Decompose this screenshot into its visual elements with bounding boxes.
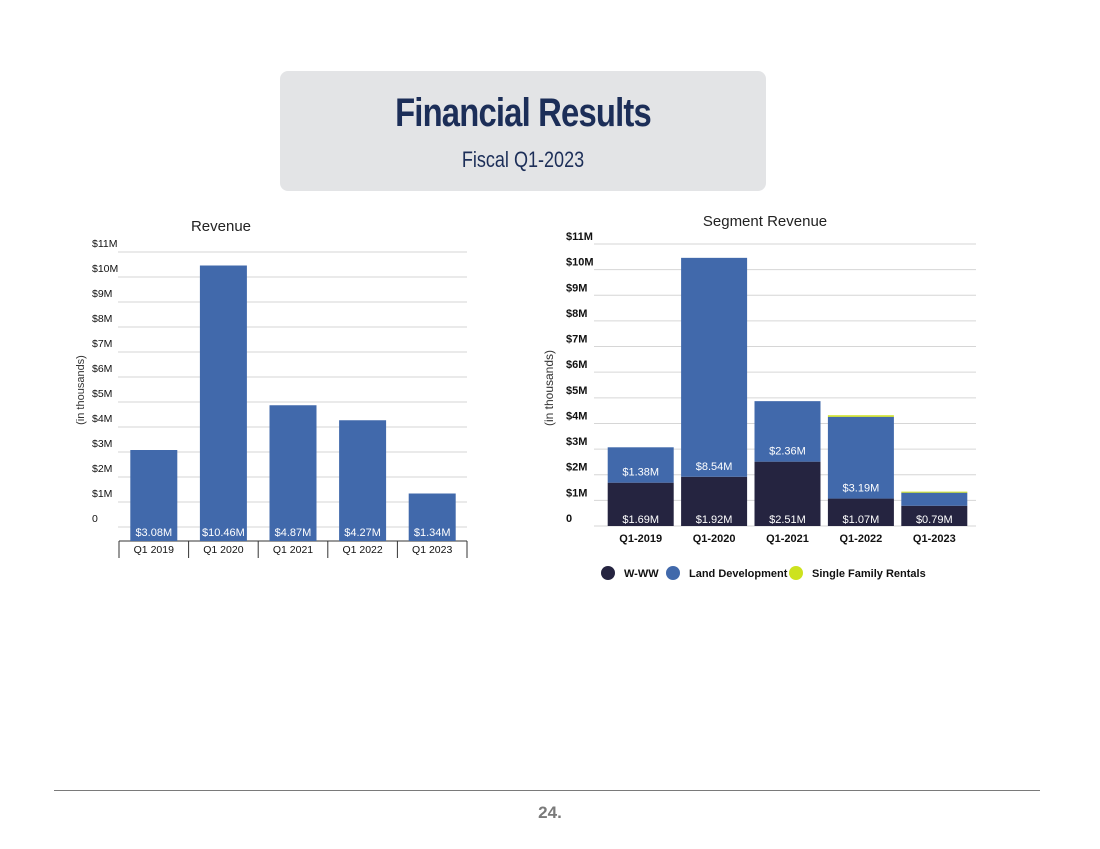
revenue-y-axis-label: (in thousands): [75, 355, 87, 425]
revenue-x-tick-label: Q1 2021: [273, 544, 313, 556]
segment-x-tick-label: Q1-2019: [619, 533, 662, 545]
segment-y-tick-label: $3M: [566, 436, 587, 448]
revenue-x-tick-label: Q1 2020: [203, 544, 243, 556]
segment-bar-data-label: $2.36M: [769, 446, 806, 458]
revenue-x-tick-label: Q1 2022: [342, 544, 382, 556]
segment-bar-data-label: $3.19M: [843, 483, 880, 495]
segment-bar-data-label: $1.92M: [696, 514, 733, 526]
segment-x-tick-label: Q1-2020: [693, 533, 736, 545]
revenue-y-tick-label: $6M: [92, 363, 112, 375]
segment-y-tick-label: $8M: [566, 308, 587, 320]
revenue-bar: [269, 405, 317, 541]
legend-label: W-WW: [624, 568, 659, 580]
legend-swatch: [666, 566, 680, 580]
revenue-y-tick-label: $10M: [92, 263, 118, 275]
revenue-x-tick-label: Q1 2019: [134, 544, 174, 556]
revenue-y-tick-label: $9M: [92, 288, 112, 300]
legend-swatch: [789, 566, 803, 580]
segment-y-tick-label: $6M: [566, 359, 587, 371]
title-panel: Financial Results Fiscal Q1-2023: [280, 71, 766, 191]
revenue-y-tick-label: $2M: [92, 463, 112, 475]
revenue-bar: [130, 450, 178, 541]
legend-label: Land Development: [689, 568, 788, 580]
revenue-bar-data-label: $4.87M: [275, 527, 312, 539]
revenue-chart-title: Revenue: [191, 218, 251, 235]
page-subtitle: Fiscal Q1-2023: [461, 147, 585, 172]
segment-chart-title: Segment Revenue: [703, 213, 827, 230]
legend-swatch: [601, 566, 615, 580]
segment-bar-w-ww: [607, 482, 674, 526]
footer-divider: [54, 790, 1040, 791]
segment-bar-single-family-rentals: [827, 415, 894, 417]
segment-bar-data-label: $0.79M: [916, 514, 953, 526]
revenue-bar: [339, 420, 387, 541]
segment-y-tick-label: $4M: [566, 410, 587, 422]
segment-y-tick-label: $9M: [566, 282, 587, 294]
page-title: Financial Results: [395, 91, 652, 135]
revenue-y-tick-label: $5M: [92, 388, 112, 400]
segment-bar-data-label: $2.51M: [769, 514, 806, 526]
segment-bar-data-label: $1.07M: [843, 514, 880, 526]
revenue-bar-data-label: $10.46M: [202, 527, 245, 539]
segment-x-tick-label: Q1-2021: [766, 533, 809, 545]
revenue-y-tick-label: $7M: [92, 338, 112, 350]
segment-bar-single-family-rentals: [901, 491, 968, 493]
segment-y-tick-label: $1M: [566, 487, 587, 499]
revenue-bar-data-label: $4.27M: [344, 527, 381, 539]
segment-bar-data-label: $8.54M: [696, 461, 733, 473]
revenue-y-tick-label: $11M: [92, 238, 118, 250]
segment-bar-w-ww: [681, 476, 748, 526]
revenue-y-tick-label: $1M: [92, 488, 112, 500]
page-number: 24.: [538, 803, 562, 822]
segment-x-tick-label: Q1-2022: [839, 533, 882, 545]
revenue-bar-data-label: $3.08M: [135, 527, 172, 539]
revenue-y-tick-label: 0: [92, 513, 98, 525]
segment-bar-w-ww: [754, 461, 821, 526]
revenue-x-tick-label: Q1 2023: [412, 544, 452, 556]
segment-y-tick-label: $5M: [566, 385, 587, 397]
revenue-bar: [408, 493, 456, 541]
segment-y-tick-label: $7M: [566, 334, 587, 346]
revenue-bar-data-label: $1.34M: [414, 527, 451, 539]
segment-bar-w-ww: [827, 498, 894, 526]
segment-bar-land-development: [901, 492, 968, 506]
revenue-bar: [199, 265, 247, 541]
segment-bar-data-label: $1.38M: [622, 467, 659, 479]
segment-y-tick-label: $2M: [566, 462, 587, 474]
segment-bar-land-development: [607, 447, 674, 483]
segment-bar-land-development: [827, 416, 894, 499]
segment-y-tick-label: $11M: [566, 231, 593, 243]
segment-bar-land-development: [681, 257, 748, 477]
segment-y-tick-label: 0: [566, 513, 572, 525]
segment-bar-data-label: $1.69M: [622, 514, 659, 526]
segment-y-axis-label: (in thousands): [542, 350, 556, 426]
segment-bar-w-ww: [901, 505, 968, 526]
revenue-y-tick-label: $4M: [92, 413, 112, 425]
legend-label: Single Family Rentals: [812, 568, 926, 580]
segment-y-tick-label: $10M: [566, 257, 594, 269]
segment-bar-land-development: [754, 401, 821, 462]
revenue-y-tick-label: $8M: [92, 313, 112, 325]
revenue-y-tick-label: $3M: [92, 438, 112, 450]
segment-x-tick-label: Q1-2023: [913, 533, 956, 545]
